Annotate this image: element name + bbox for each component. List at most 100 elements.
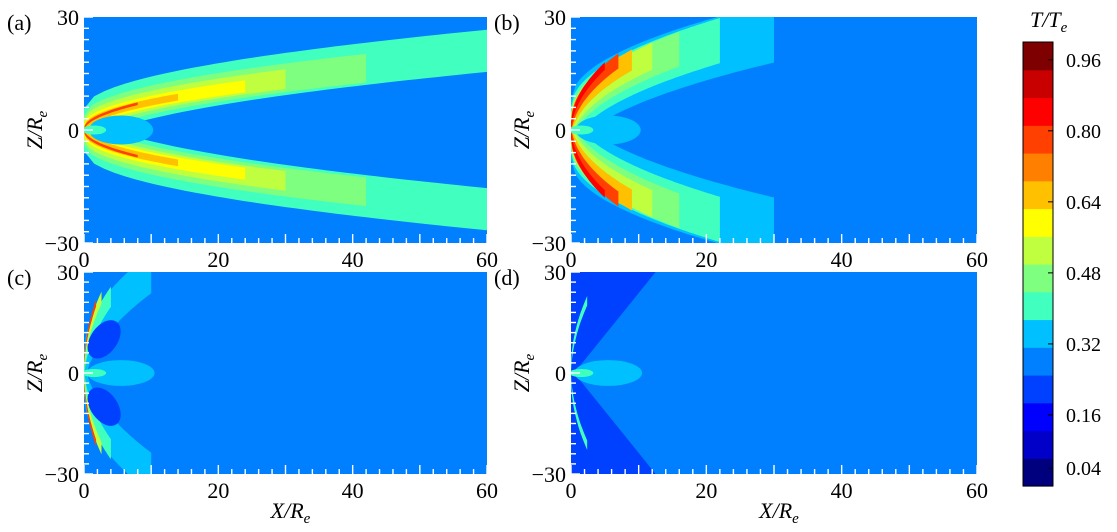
- x-tick-label: 60: [966, 478, 988, 503]
- contour-band: [84, 131, 138, 158]
- colorbar-block: [1023, 42, 1053, 71]
- y-tick-label: 30: [544, 260, 566, 285]
- y-axis-label-sub: e: [522, 353, 538, 360]
- panel-label: (b): [494, 10, 520, 35]
- colorbar-tick-label: 0.32: [1066, 334, 1101, 356]
- y-axis-label-sub: e: [35, 110, 51, 117]
- x-tick-label: 20: [207, 247, 229, 272]
- y-tick-label: 30: [57, 5, 79, 30]
- colorbar-block: [1023, 319, 1053, 348]
- colorbar-block: [1023, 69, 1053, 99]
- axis-ticks: [570, 271, 978, 475]
- colorbar-block: [1023, 458, 1053, 487]
- contour-band: [84, 272, 152, 371]
- contour-ellipse: [571, 125, 594, 135]
- x-axis-label-main: X/R: [270, 498, 305, 523]
- y-tick-label: −30: [532, 231, 566, 256]
- colorbar-block: [1023, 375, 1053, 404]
- colorbar-block: [1023, 291, 1053, 321]
- y-axis-label-main: Z/R: [22, 360, 47, 392]
- axis-ticks: [83, 16, 488, 244]
- x-tick-label: 20: [695, 478, 717, 503]
- y-axis-label-main: Z/R: [22, 117, 47, 149]
- x-tick-label: 40: [831, 247, 853, 272]
- colorbar-block: [1023, 180, 1053, 210]
- colorbar-title-sub: e: [1061, 20, 1068, 36]
- y-axis-label: Z/Re: [22, 353, 51, 392]
- contour-band: [84, 375, 102, 455]
- x-tick-label: 0: [566, 478, 577, 503]
- panel-d: 300−300 20 40 60(d)X/ReZ/Re: [494, 260, 988, 527]
- contour-ellipse: [84, 125, 107, 135]
- y-axis-label-main: Z/R: [509, 360, 534, 392]
- x-tick-label: 40: [342, 478, 364, 503]
- contour-band: [84, 102, 138, 129]
- contour-field: [571, 272, 977, 474]
- contour-ellipse: [575, 115, 641, 145]
- contour-field: [84, 17, 487, 243]
- y-axis-label: Z/Re: [509, 110, 538, 149]
- x-tick-label: 60: [476, 247, 498, 272]
- y-tick-label: 0: [68, 118, 79, 143]
- y-axis-label-sub: e: [35, 353, 51, 360]
- contour-band: [84, 93, 178, 128]
- contour-band: [84, 291, 102, 371]
- colorbar-tick-label: 0.16: [1066, 405, 1101, 427]
- axis-ticks: [83, 271, 488, 475]
- contour-band: [84, 299, 97, 371]
- contour-ellipse: [84, 368, 107, 378]
- contour-ellipse: [88, 115, 154, 145]
- y-tick-label: −30: [532, 462, 566, 487]
- contour-band: [571, 53, 619, 128]
- x-axis-label-sub: e: [304, 511, 311, 527]
- contour-ellipse: [574, 360, 643, 386]
- x-axis-label-sub: e: [792, 511, 799, 527]
- colorbar-block: [1023, 402, 1053, 432]
- colorbar-block: [1023, 125, 1053, 154]
- colorbar-tick-label: 0.96: [1066, 50, 1101, 72]
- colorbar-frame: [1022, 41, 1054, 487]
- x-tick-label: 60: [476, 478, 498, 503]
- colorbar-block: [1023, 264, 1053, 293]
- y-tick-label: 30: [544, 5, 566, 30]
- contour-field: [571, 17, 977, 243]
- contour-lobe: [87, 320, 121, 359]
- panels: 300−300204060(a)X/ReZ/Re300−300204060(b)…: [7, 5, 988, 527]
- colorbar: T/Te 0.96 0.80 0.64 0.48 0.32 0.16 0.04: [1022, 7, 1101, 487]
- x-tick-label: 0: [566, 247, 577, 272]
- panel-label: (d): [494, 265, 520, 290]
- panel-c: 300−300 20 40 60(c)X/ReZ/Re: [7, 260, 498, 527]
- contour-band: [571, 62, 605, 128]
- colorbar-ticks: 0.96 0.80 0.64 0.48 0.32 0.16 0.04: [1048, 50, 1101, 480]
- contour-band: [571, 296, 588, 371]
- colorbar-block: [1023, 97, 1053, 126]
- contour-band: [84, 132, 178, 167]
- x-tick-label: 40: [342, 247, 364, 272]
- x-axis-label: X/Re: [270, 498, 311, 527]
- colorbar-block: [1023, 236, 1053, 265]
- contour-band: [571, 132, 605, 198]
- colorbar-tick-label: 0.80: [1066, 121, 1101, 143]
- contour-ellipse: [87, 360, 155, 386]
- contour-lobe: [87, 387, 121, 426]
- y-tick-label: −30: [45, 231, 79, 256]
- contour-field: [84, 272, 487, 474]
- contour-band: [571, 132, 619, 207]
- panel-label: (a): [7, 10, 31, 35]
- contour-band: [84, 375, 152, 474]
- contour-band: [84, 375, 97, 447]
- colorbar-block: [1023, 153, 1053, 182]
- y-tick-label: 30: [57, 260, 79, 285]
- x-tick-label: 40: [831, 478, 853, 503]
- contour-band: [84, 132, 246, 180]
- x-tick-label: 0: [79, 247, 90, 272]
- contour-ellipse: [571, 368, 594, 378]
- contour-band: [84, 80, 246, 128]
- x-tick-label: 60: [966, 247, 988, 272]
- y-tick-label: 0: [68, 361, 79, 386]
- colorbar-tick-label: 0.04: [1066, 458, 1101, 480]
- y-axis-label: Z/Re: [22, 110, 51, 149]
